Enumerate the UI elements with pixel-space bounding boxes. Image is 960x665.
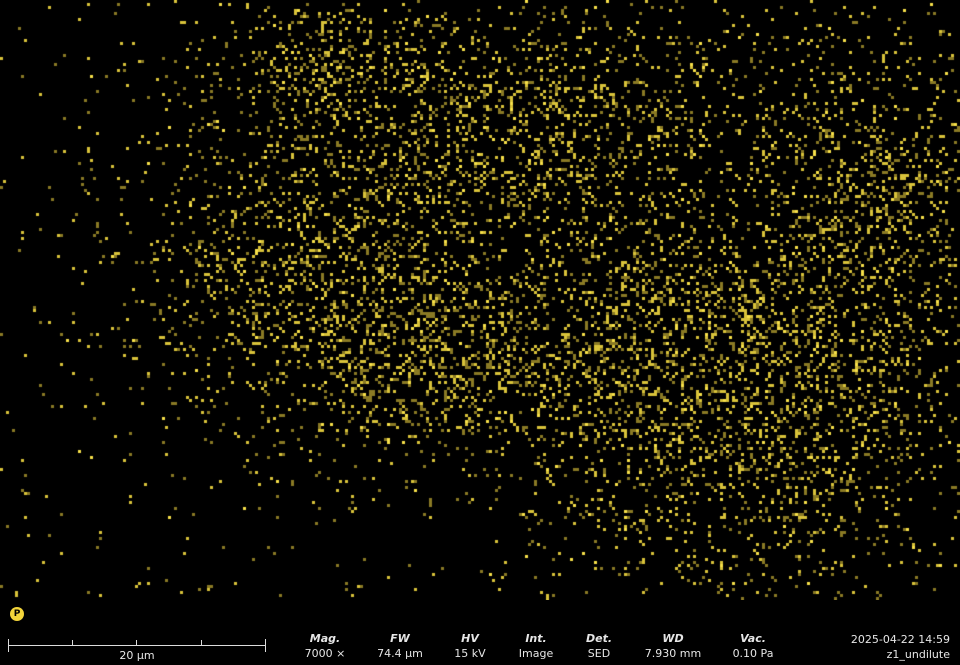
param-value: SED	[587, 647, 611, 660]
param-label: Mag.	[309, 632, 341, 645]
scale-bar	[8, 639, 266, 652]
element-badge: P	[10, 607, 24, 621]
info-bar: 20 µm Mag. 7000 × FW 74.4 µm HV 15 kV In…	[0, 625, 960, 665]
scale-bar-tick	[265, 639, 266, 652]
param-vac: Vac. 0.10 Pa	[722, 632, 784, 662]
param-int: Int. Image	[510, 632, 562, 662]
acquisition-info: 2025-04-22 14:59 z1_undilute	[851, 632, 950, 662]
scale-bar-line	[8, 645, 266, 646]
param-value: 0.10 Pa	[732, 647, 774, 660]
scale-bar-tick	[8, 639, 9, 652]
param-label: HV	[461, 632, 479, 645]
param-label: Vac.	[740, 632, 766, 645]
param-det: Det. SED	[574, 632, 624, 662]
param-mag: Mag. 7000 ×	[295, 632, 355, 662]
scale-bar-tick	[201, 640, 202, 646]
param-label: Det.	[585, 632, 613, 645]
scale-bar-tick	[136, 640, 137, 646]
scale-bar-label: 20 µm	[119, 649, 155, 662]
param-wd: WD 7.930 mm	[636, 632, 710, 662]
scale-bar-tick	[72, 640, 73, 646]
param-label: WD	[662, 632, 684, 645]
acquisition-datetime: 2025-04-22 14:59	[850, 633, 950, 646]
sample-name: z1_undilute	[886, 648, 950, 661]
param-value: 15 kV	[454, 647, 486, 660]
param-fw: FW 74.4 µm	[369, 632, 431, 662]
param-value: 7.930 mm	[644, 647, 702, 660]
param-value: 74.4 µm	[377, 647, 423, 660]
param-value: Image	[518, 647, 554, 660]
param-value: 7000 ×	[304, 647, 346, 660]
param-label: Int.	[525, 632, 547, 645]
element-map-image	[0, 0, 960, 600]
param-label: FW	[390, 632, 410, 645]
param-hv: HV 15 kV	[445, 632, 495, 662]
